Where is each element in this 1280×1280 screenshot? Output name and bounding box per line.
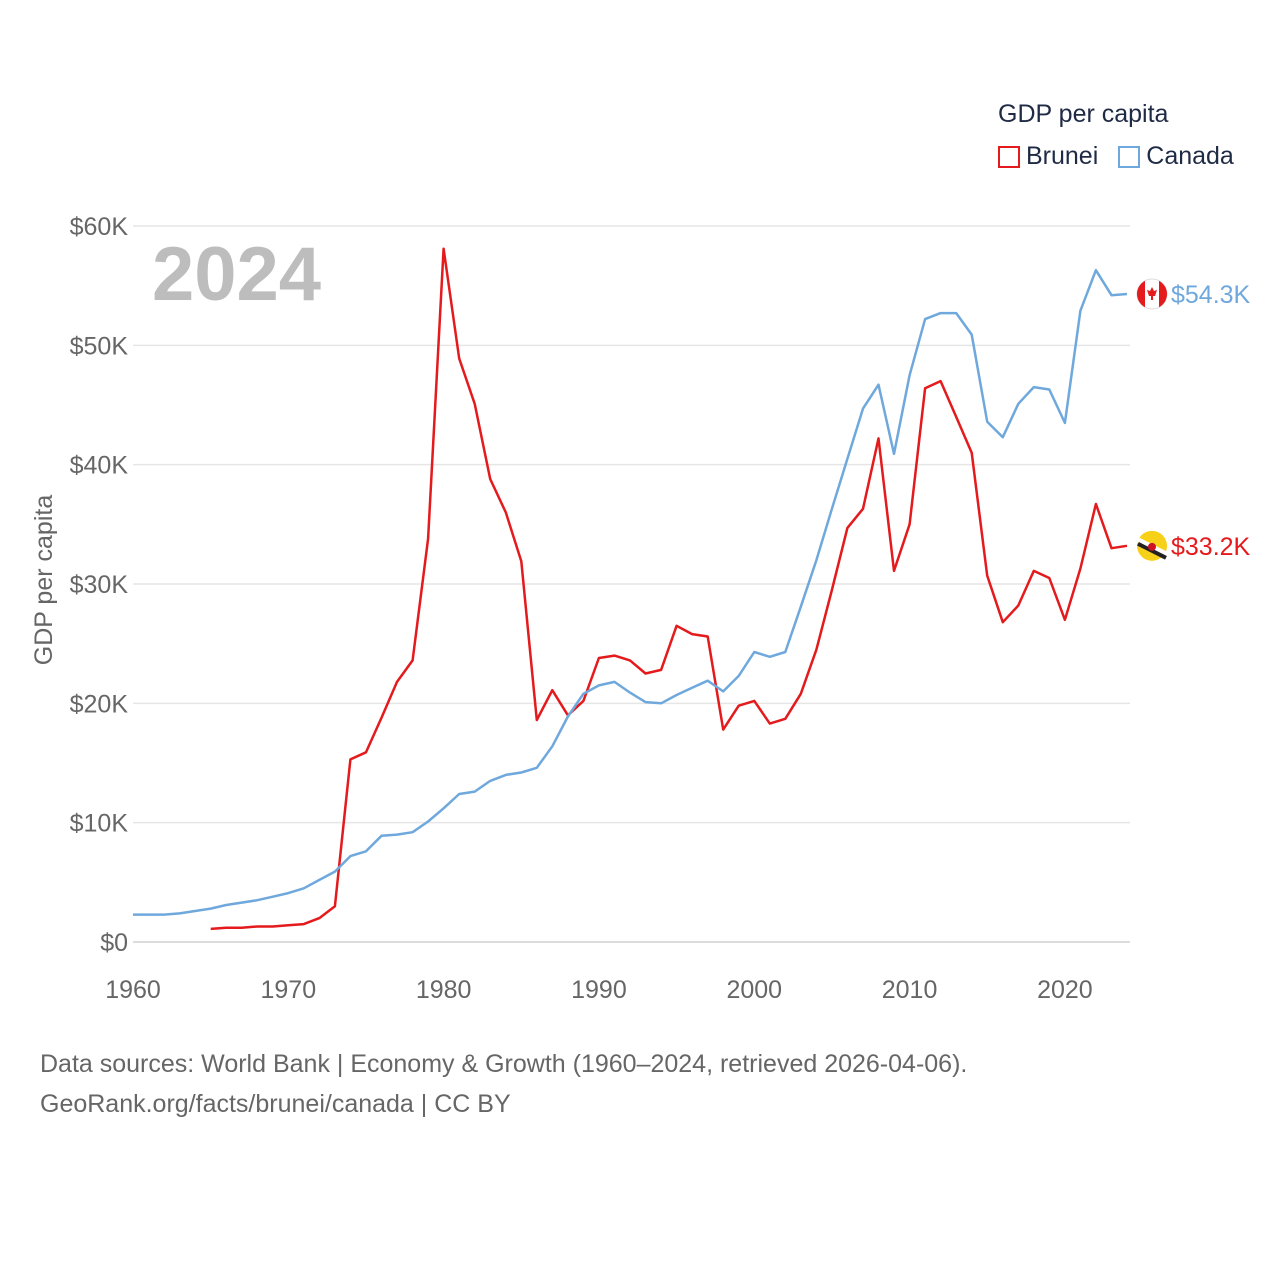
flag-icon-brunei — [1136, 530, 1168, 561]
source-line-1: Data sources: World Bank | Economy & Gro… — [40, 1050, 968, 1078]
y-axis-ticks: $0 $10K $20K $30K $40K $50K $60K — [70, 213, 129, 957]
x-tick-label: 2000 — [726, 976, 782, 1004]
source-note: Data sources: World Bank | Economy & Gro… — [40, 1044, 967, 1124]
series-lines — [133, 247, 1128, 931]
x-axis-ticks: 1960 1970 1980 1990 2000 2010 2020 — [105, 976, 1093, 1004]
legend-swatch-brunei — [998, 145, 1020, 168]
x-tick-label: 1990 — [571, 976, 627, 1004]
y-tick-label: $0 — [100, 929, 128, 957]
y-tick-label: $30K — [70, 571, 129, 599]
end-label-canada: $54.3K — [1171, 281, 1251, 309]
legend-item-brunei[interactable]: Brunei — [998, 142, 1098, 171]
x-tick-label: 2010 — [882, 976, 938, 1004]
y-tick-label: $40K — [70, 452, 129, 480]
x-tick-label: 2020 — [1037, 976, 1093, 1004]
end-label-brunei: $33.2K — [1171, 533, 1251, 561]
y-axis-label: GDP per capita — [30, 495, 58, 666]
legend-item-canada[interactable]: Canada — [1118, 142, 1234, 171]
legend-label-brunei: Brunei — [1026, 142, 1099, 170]
legend-title: GDP per capita — [998, 100, 1169, 128]
y-tick-label: $20K — [70, 690, 129, 718]
y-tick-label: $60K — [70, 213, 129, 241]
flag-band-right — [1159, 280, 1167, 308]
source-line-2[interactable]: GeoRank.org/facts/brunei/canada | CC BY — [40, 1090, 511, 1118]
y-tick-label: $50K — [70, 332, 129, 360]
end-markers: $33.2K $54.3K — [1136, 278, 1251, 561]
maple-leaf-icon — [1147, 287, 1157, 301]
x-tick-label: 1960 — [105, 976, 161, 1004]
series-line-canada — [133, 268, 1128, 916]
year-overlay: 2024 — [152, 232, 321, 317]
y-tick-label: $10K — [70, 810, 129, 838]
flag-icon-canada — [1136, 278, 1168, 310]
legend-swatch-canada — [1118, 145, 1141, 168]
flag-emblem — [1148, 542, 1156, 551]
legend: Brunei Canada — [998, 142, 1254, 171]
x-tick-label: 1980 — [416, 976, 472, 1004]
x-tick-label: 1970 — [261, 976, 317, 1004]
flag-band-left — [1137, 280, 1145, 308]
series-line-brunei — [210, 247, 1128, 931]
legend-label-canada: Canada — [1146, 142, 1234, 170]
gridlines — [133, 225, 1130, 943]
